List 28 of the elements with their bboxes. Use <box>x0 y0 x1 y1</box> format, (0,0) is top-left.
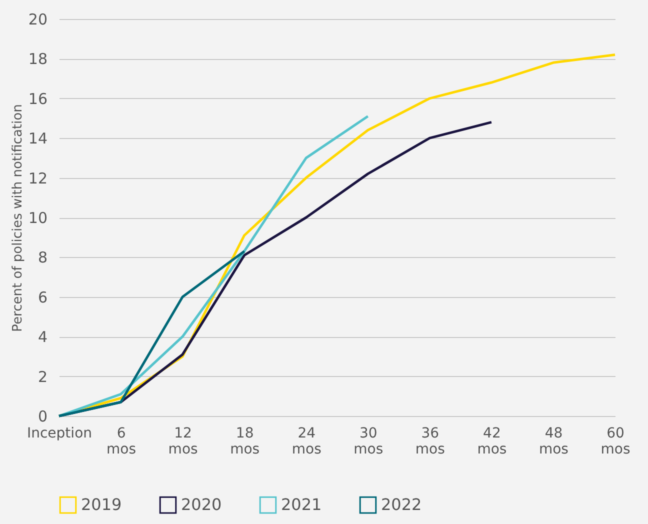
y-tick-label: 4 <box>38 328 48 346</box>
y-tick-label: 12 <box>28 169 48 188</box>
y-tick-label: 0 <box>38 408 48 426</box>
x-tick-label: 42 mos <box>477 426 507 458</box>
x-tick-label: 30 mos <box>354 426 384 458</box>
y-tick-label: 10 <box>28 209 48 227</box>
y-tick-label: 2 <box>38 368 48 386</box>
x-tick-label: 36 mos <box>415 426 445 458</box>
x-tick-label: 24 mos <box>292 426 322 458</box>
x-tick-label: 48 mos <box>538 426 568 458</box>
y-tick-label: 18 <box>28 50 48 68</box>
x-tick-label: 18 mos <box>230 426 260 458</box>
x-tick-label: 12 mos <box>168 426 198 458</box>
legend-label: 2022 <box>381 495 422 514</box>
y-tick-label: 20 <box>28 10 48 28</box>
x-tick-label: Inception <box>26 426 92 442</box>
legend-label: 2021 <box>281 495 322 514</box>
x-tick-label: 6 mos <box>106 426 136 458</box>
y-tick-label: 8 <box>38 248 48 267</box>
line-series <box>58 115 370 418</box>
y-axis-title: Percent of policies with notification <box>10 104 26 332</box>
y-tick-label: 6 <box>38 288 48 306</box>
legend-label: 2020 <box>181 495 222 514</box>
y-tick-label: 14 <box>28 130 48 148</box>
line-series <box>58 250 246 418</box>
x-tick-label: 60 mos <box>600 426 630 458</box>
y-tick-label: 16 <box>28 90 48 108</box>
legend-label: 2019 <box>81 495 122 514</box>
